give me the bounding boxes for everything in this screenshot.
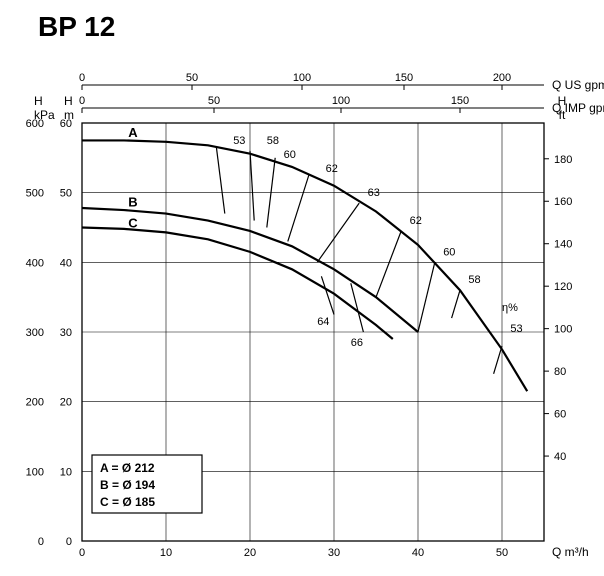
y-ft-title2: ft bbox=[559, 108, 566, 122]
top-tick: 200 bbox=[493, 72, 511, 84]
top-tick: 0 bbox=[79, 72, 85, 84]
chart-title: BP 12 bbox=[38, 11, 115, 42]
eff-line bbox=[376, 231, 401, 297]
top-tick: 100 bbox=[332, 95, 350, 107]
y-ft-tick: 100 bbox=[554, 324, 572, 336]
y-m-tick: 40 bbox=[60, 257, 72, 269]
eff-label: 64 bbox=[317, 316, 329, 328]
x-tick: 50 bbox=[496, 547, 508, 559]
eta-label: η% bbox=[502, 302, 518, 314]
eff-line bbox=[321, 276, 334, 314]
eff-line bbox=[216, 147, 224, 213]
eff-line bbox=[288, 175, 309, 241]
eff-label: 66 bbox=[351, 337, 363, 349]
eff-label: 63 bbox=[368, 187, 380, 199]
x-tick: 20 bbox=[244, 547, 256, 559]
x-title: Q m³/h bbox=[552, 545, 589, 559]
curve-label-B: B bbox=[128, 195, 137, 210]
y-kpa-tick: 200 bbox=[26, 397, 44, 409]
y-m-tick: 10 bbox=[60, 466, 72, 478]
legend-line: C = Ø 185 bbox=[100, 495, 155, 509]
top-tick: 50 bbox=[208, 95, 220, 107]
y-ft-tick: 80 bbox=[554, 366, 566, 378]
eff-label: 62 bbox=[326, 163, 338, 175]
eff-label: 62 bbox=[410, 215, 422, 227]
legend-line: B = Ø 194 bbox=[100, 478, 155, 492]
y-kpa-tick: 500 bbox=[26, 188, 44, 200]
top-tick: 0 bbox=[79, 95, 85, 107]
x-tick: 0 bbox=[79, 547, 85, 559]
eff-label: 58 bbox=[468, 274, 480, 286]
y-ft-title: H bbox=[558, 94, 567, 108]
top-tick: 100 bbox=[293, 72, 311, 84]
y-kpa-tick: 100 bbox=[26, 466, 44, 478]
y-ft-tick: 60 bbox=[554, 409, 566, 421]
eff-label: 60 bbox=[443, 246, 455, 258]
eff-line bbox=[452, 290, 460, 318]
top-tick: 150 bbox=[395, 72, 413, 84]
y-ft-tick: 40 bbox=[554, 451, 566, 463]
y-ft-tick: 140 bbox=[554, 239, 572, 251]
y-m-title: H bbox=[64, 94, 73, 108]
y-kpa-title2: kPa bbox=[34, 108, 55, 122]
eff-label: 53 bbox=[510, 323, 522, 335]
eff-line bbox=[317, 203, 359, 262]
y-m-tick: 30 bbox=[60, 327, 72, 339]
curve-label-A: A bbox=[128, 125, 138, 140]
top-axis-label: Q US gpm bbox=[552, 78, 604, 92]
eff-line bbox=[494, 346, 502, 374]
y-kpa-tick: 400 bbox=[26, 257, 44, 269]
y-m-title2: m bbox=[64, 108, 74, 122]
top-tick: 50 bbox=[186, 72, 198, 84]
y-kpa-title: H bbox=[34, 94, 43, 108]
x-tick: 30 bbox=[328, 547, 340, 559]
legend-line: A = Ø 212 bbox=[100, 461, 155, 475]
y-ft-tick: 160 bbox=[554, 196, 572, 208]
eff-label: 60 bbox=[284, 149, 296, 161]
eff-label: 58 bbox=[267, 135, 279, 147]
y-m-tick: 20 bbox=[60, 397, 72, 409]
eff-line bbox=[250, 151, 254, 221]
y-m-tick: 50 bbox=[60, 188, 72, 200]
y-ft-tick: 120 bbox=[554, 281, 572, 293]
curve-label-C: C bbox=[128, 216, 138, 231]
top-tick: 150 bbox=[451, 95, 469, 107]
eff-label: 53 bbox=[233, 135, 245, 147]
y-ft-tick: 180 bbox=[554, 154, 572, 166]
eff-line bbox=[418, 262, 435, 332]
y-m-tick: 0 bbox=[66, 536, 72, 548]
x-tick: 10 bbox=[160, 547, 172, 559]
curve-C bbox=[82, 228, 393, 339]
y-kpa-tick: 0 bbox=[38, 536, 44, 548]
y-kpa-tick: 300 bbox=[26, 327, 44, 339]
curve-A bbox=[82, 140, 527, 391]
pump-curve-chart: BP 1201020304050010203040506001002003004… bbox=[0, 0, 604, 576]
x-tick: 40 bbox=[412, 547, 424, 559]
